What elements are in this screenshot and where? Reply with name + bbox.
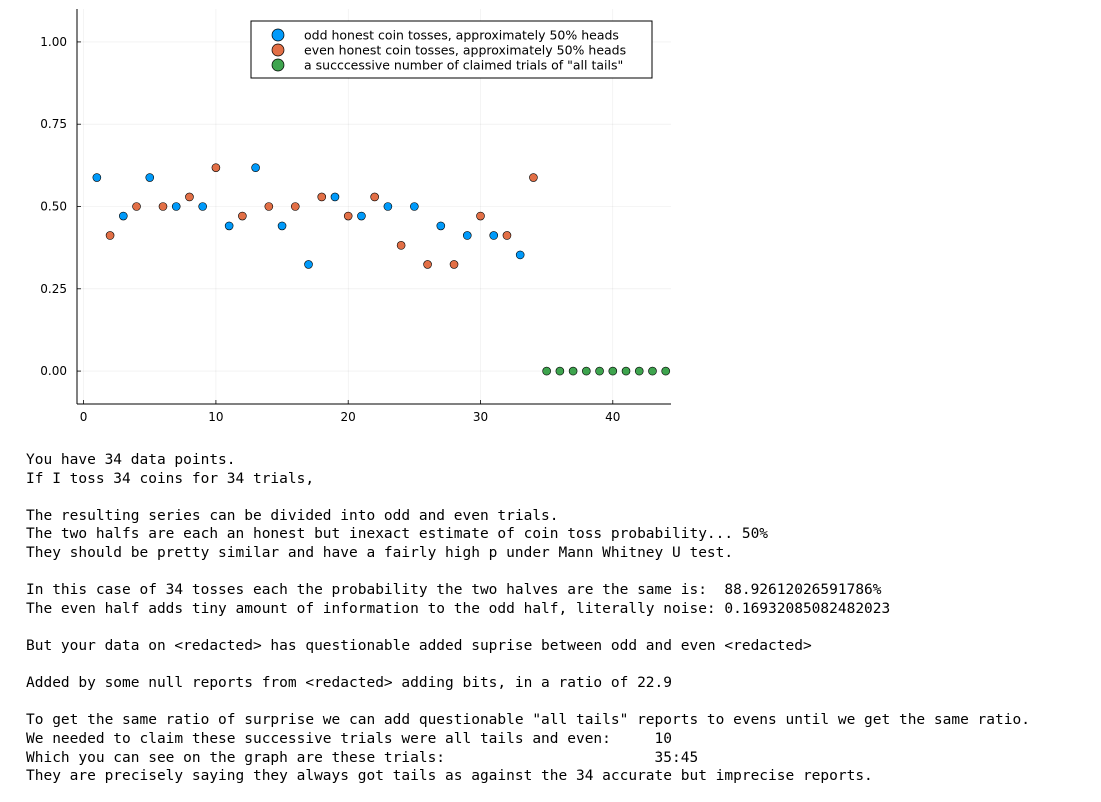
data-point xyxy=(251,163,260,172)
data-point xyxy=(529,173,538,182)
report-line: They should be pretty similar and have a… xyxy=(26,544,734,561)
report-line: To get the same ratio of surprise we can… xyxy=(26,712,1030,729)
data-point xyxy=(462,231,472,240)
data-point xyxy=(357,211,366,221)
data-point xyxy=(238,211,247,221)
data-point xyxy=(436,221,446,231)
x-tick-label: 0 xyxy=(80,410,88,424)
data-point xyxy=(317,192,327,202)
report-line: The even half adds tiny amount of inform… xyxy=(26,600,891,617)
report-line: We needed to claim these successive tria… xyxy=(26,730,673,747)
report-line xyxy=(26,618,1030,637)
series-3 xyxy=(542,366,671,376)
data-point xyxy=(396,241,406,250)
legend-marker xyxy=(271,28,285,42)
report-line: Added by some null reports from <redacte… xyxy=(26,675,673,692)
data-point xyxy=(608,366,618,376)
data-point xyxy=(383,202,393,211)
report-line: They are precisely saying they always go… xyxy=(26,768,873,785)
y-tick-label: 1.00 xyxy=(40,35,67,49)
data-point xyxy=(277,221,287,231)
legend-label: even honest coin tosses, approximately 5… xyxy=(304,43,626,58)
legend-marker xyxy=(271,43,285,57)
x-tick-label: 40 xyxy=(605,410,620,424)
legend-label: a succcessive number of claimed trials o… xyxy=(304,58,623,73)
x-tick-label: 10 xyxy=(208,410,223,424)
data-point xyxy=(343,211,353,221)
data-point xyxy=(171,202,181,211)
report-line: You have 34 data points. xyxy=(26,452,236,468)
y-tick-label: 0.25 xyxy=(40,282,67,296)
report-line: Which you can see on the graph are these… xyxy=(26,749,699,766)
x-tick-label: 30 xyxy=(473,410,488,424)
data-point xyxy=(185,192,194,202)
series-2 xyxy=(105,163,538,269)
report-line xyxy=(26,488,1030,507)
legend-box xyxy=(250,20,653,79)
y-tick-label: 0.00 xyxy=(40,364,67,378)
data-point xyxy=(132,202,141,211)
legend-label: odd honest coin tosses, approximately 50… xyxy=(304,28,619,43)
report-line: In this case of 34 tosses each the proba… xyxy=(26,582,882,599)
x-tick-label: 20 xyxy=(341,410,356,424)
data-point xyxy=(290,202,300,211)
chart-canvas: 0.00 0.25 0.50 0.75 1.00 0 10 20 30 40 odd honest … xyxy=(0,0,700,430)
report-line xyxy=(26,656,1030,675)
data-point xyxy=(502,231,512,240)
data-point xyxy=(634,366,644,376)
data-point xyxy=(661,366,671,376)
data-point xyxy=(582,366,591,376)
data-point xyxy=(648,366,657,376)
series-1 xyxy=(92,163,525,269)
data-point xyxy=(92,173,102,182)
legend: odd honest coin tosses, approximately 50… xyxy=(250,20,653,79)
data-point xyxy=(211,163,221,172)
data-point xyxy=(119,211,128,221)
y-tick-label: 0.50 xyxy=(40,200,67,214)
data-point xyxy=(542,366,551,376)
report-line: But your data on <redacted> has question… xyxy=(26,637,812,654)
data-point xyxy=(621,366,631,376)
data-point xyxy=(198,202,207,211)
report-line: If I toss 34 coins for 34 trials, xyxy=(26,470,315,487)
data-point xyxy=(264,202,274,211)
report-line xyxy=(26,563,1030,582)
report-line xyxy=(26,693,1030,712)
report-text: You have 34 data points. If I toss 34 coi… xyxy=(26,451,1030,786)
data-point xyxy=(105,231,115,240)
data-point xyxy=(158,202,168,211)
data-point xyxy=(224,221,234,231)
data-point xyxy=(304,260,313,269)
data-point xyxy=(449,260,459,269)
data-point xyxy=(476,211,485,221)
scatter-chart: 0.00 0.25 0.50 0.75 1.00 0 10 20 30 40 odd honest … xyxy=(0,0,700,430)
data-point xyxy=(370,192,379,202)
data-point xyxy=(330,192,340,202)
data-point xyxy=(145,173,155,182)
legend-marker xyxy=(271,58,285,72)
data-point xyxy=(423,260,432,269)
y-tick-label: 0.75 xyxy=(40,117,67,131)
data-point xyxy=(410,202,419,211)
data-point xyxy=(555,366,565,376)
report-line: The two halfs are each an honest but ine… xyxy=(26,526,769,543)
report-line: The resulting series can be divided into… xyxy=(26,507,559,524)
data-point xyxy=(515,250,525,260)
data-point xyxy=(595,366,604,376)
chart-svg: 0.00 0.25 0.50 0.75 1.00 0 10 20 30 40 odd honest … xyxy=(40,9,671,424)
data-point xyxy=(568,366,578,376)
data-point xyxy=(489,231,499,240)
